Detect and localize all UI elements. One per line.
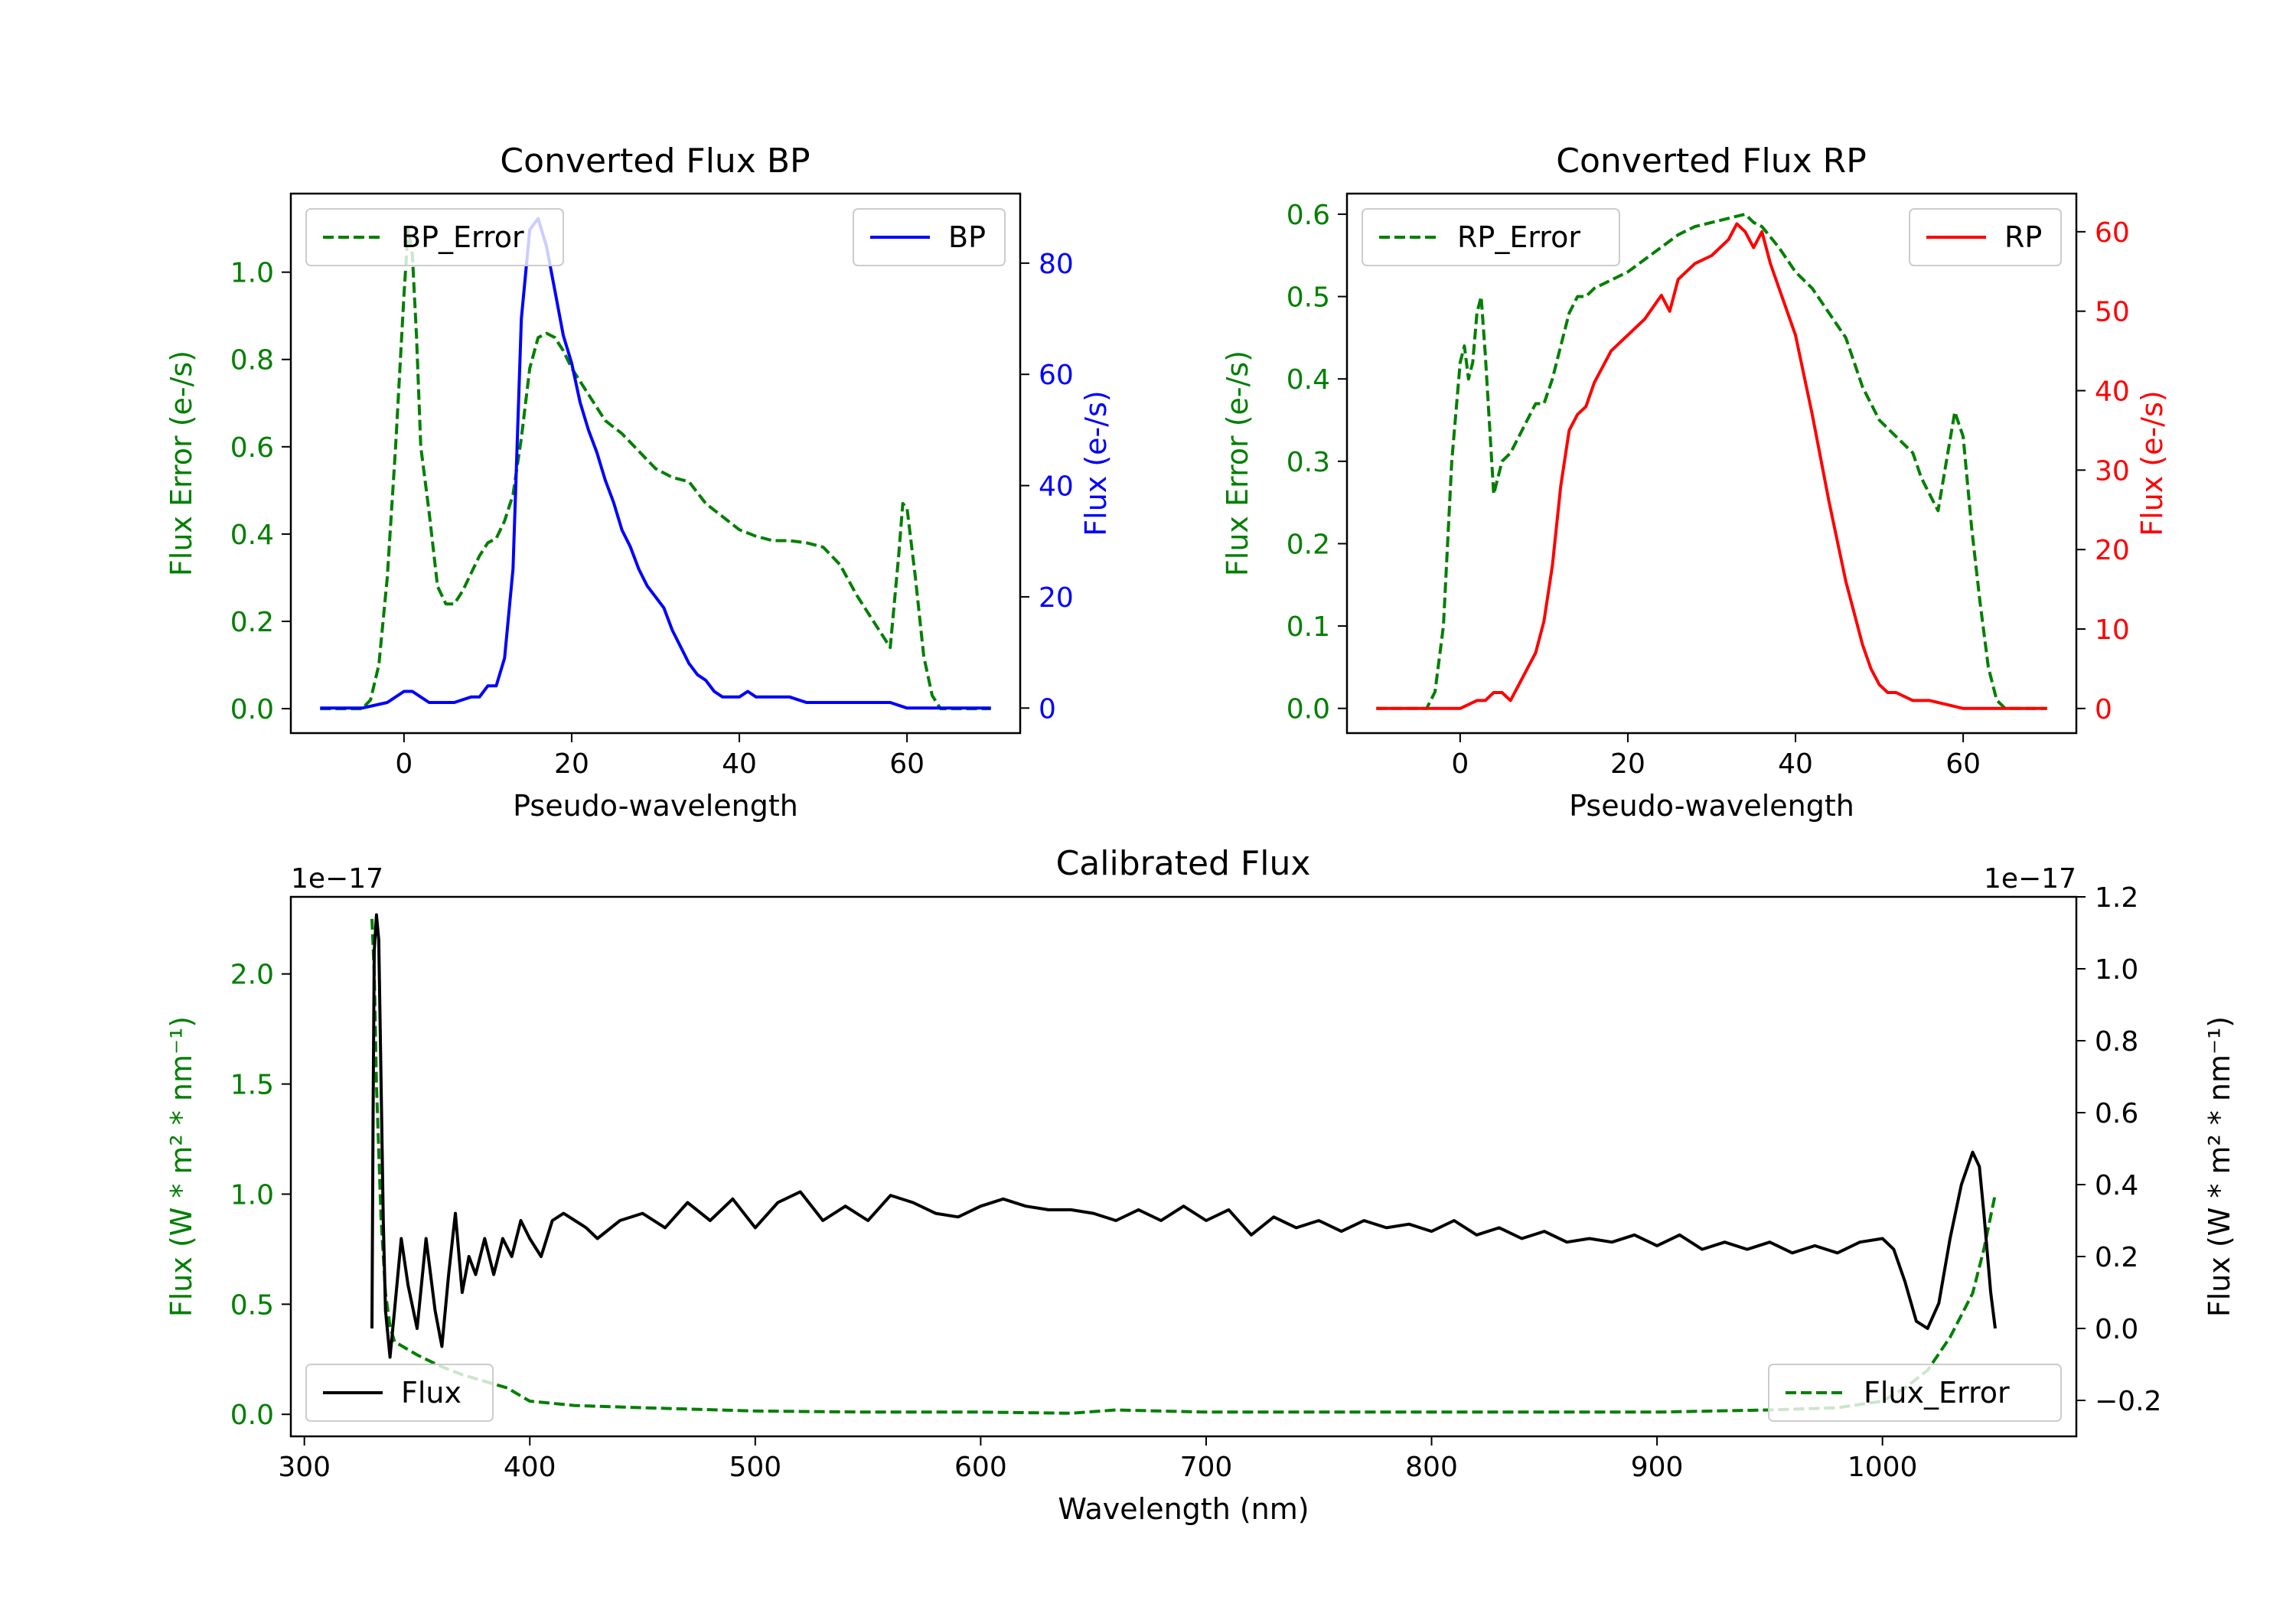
x-tick-label: 20 [1610, 748, 1645, 780]
x-tick-label: 300 [278, 1452, 331, 1483]
legend-label: RP [2004, 220, 2042, 254]
x-tick-label: 1000 [1848, 1452, 1918, 1483]
y-right-tick-label: 0 [2095, 694, 2112, 725]
y-right-tick-label: −0.2 [2095, 1386, 2161, 1417]
chart-title: Converted Flux RP [1556, 142, 1867, 181]
y-left-tick-label: 2.0 [230, 960, 274, 991]
y-left-axis-label: Flux Error (e-/s) [1221, 350, 1254, 576]
series-line-bp [320, 217, 991, 710]
y-right-tick-label: 40 [2095, 376, 2130, 407]
panel-3: Calibrated Flux 300 400 500 600 700 800 900 1000… [165, 844, 2236, 1526]
y-right-tick-label: 50 [2095, 297, 2130, 328]
chart-title: Converted Flux BP [500, 142, 810, 181]
y-right-axis-label: Flux (W * m² * nm⁻¹) [2203, 1016, 2236, 1317]
plot-frame [289, 895, 2078, 1438]
x-axis-label: Pseudo-wavelength [513, 789, 798, 823]
y-left-tick-label: 0.0 [230, 1400, 274, 1431]
y-left-axis-label: Flux (W * m² * nm⁻¹) [165, 1016, 198, 1317]
x-tick-label: 600 [954, 1452, 1007, 1483]
x-tick-label: 400 [504, 1452, 556, 1483]
legend-flux: Flux [305, 1364, 494, 1422]
y-right-tick-label: 80 [1039, 249, 1074, 280]
legend-box [305, 1364, 494, 1422]
y-right-tick-label: 0.0 [2095, 1314, 2138, 1345]
legend-box [1768, 1364, 2062, 1422]
y-right-tick-label: 1.2 [2095, 882, 2138, 914]
legend-rp: RP [1909, 208, 2062, 266]
y-right-tick-label: 20 [2095, 535, 2130, 566]
y-left-tick-label: 0.0 [230, 694, 274, 725]
y-right-tick-label: 1.0 [2095, 954, 2138, 986]
chart-title: Calibrated Flux [1056, 844, 1311, 883]
x-tick-label: 60 [889, 748, 925, 780]
y-left-tick-label: 0.2 [1287, 529, 1330, 560]
x-tick-label: 900 [1631, 1452, 1684, 1483]
series-line-flux-error [370, 918, 1997, 1415]
y-left-tick-label: 0.4 [230, 520, 274, 551]
x-tick-label: 0 [395, 748, 413, 780]
y-left-tick-label: 0.4 [1287, 364, 1330, 396]
series-line-flux [370, 913, 1997, 1359]
legend-box [305, 208, 564, 266]
plot-frame [1345, 192, 2078, 735]
x-tick-label: 800 [1405, 1452, 1458, 1483]
x-tick-label: 700 [1180, 1452, 1233, 1483]
legend-flux-error: Flux_Error [1768, 1364, 2062, 1422]
y-right-axis-label: Flux (e-/s) [2135, 390, 2169, 536]
y-right-tick-label: 20 [1039, 582, 1074, 614]
y-right-tick-label: 40 [1039, 471, 1074, 503]
legend-label: RP_Error [1457, 220, 1580, 254]
y-right-tick-label: 0.8 [2095, 1026, 2138, 1058]
legend-label: Flux [401, 1376, 461, 1410]
y-right-offset-text: 1e−17 [1984, 863, 2076, 895]
y-right-axis-label: Flux (e-/s) [1079, 390, 1113, 536]
series-line-rp-error [1376, 212, 2047, 710]
x-tick-label: 40 [722, 748, 757, 780]
legend-bp: BP [853, 208, 1006, 266]
y-left-tick-label: 0.3 [1287, 447, 1330, 478]
series-line-bp-error [320, 227, 991, 711]
panel-2: Converted Flux RP 0 20 40 60 0.0 0.1 0.2 0.3 0.4 0… [1221, 142, 2169, 823]
y-right-tick-label: 0 [1039, 693, 1056, 725]
y-left-tick-label: 0.2 [230, 607, 274, 638]
y-right-tick-label: 30 [2095, 455, 2130, 487]
y-left-tick-label: 0.0 [1287, 694, 1330, 725]
y-left-tick-label: 1.5 [230, 1070, 274, 1101]
x-tick-label: 0 [1451, 748, 1469, 780]
y-right-tick-label: 60 [2095, 217, 2130, 249]
y-left-tick-label: 0.6 [230, 432, 274, 464]
plot-frame [289, 192, 1022, 735]
panel-1: Converted Flux BP 0 20 40 60 0.0 0.2 0.4 0.6 0.8 1… [165, 142, 1113, 823]
legend-label: Flux_Error [1864, 1376, 2010, 1410]
x-tick-label: 40 [1778, 748, 1813, 780]
y-right-tick-label: 10 [2095, 614, 2130, 646]
y-left-axis-label: Flux Error (e-/s) [165, 350, 198, 576]
y-left-offset-text: 1e−17 [291, 863, 383, 895]
y-left-tick-label: 0.8 [230, 345, 274, 376]
y-left-tick-label: 0.1 [1287, 611, 1330, 643]
legend-label: BP [948, 220, 986, 254]
y-right-tick-label: 0.6 [2095, 1098, 2138, 1129]
x-axis-label: Wavelength (nm) [1058, 1492, 1309, 1526]
x-tick-label: 20 [554, 748, 589, 780]
y-left-tick-label: 0.5 [230, 1289, 274, 1321]
y-left-tick-label: 1.0 [230, 1179, 274, 1211]
y-right-tick-label: 60 [1039, 360, 1074, 391]
legend-label: BP_Error [401, 220, 524, 254]
y-right-tick-label: 0.4 [2095, 1170, 2138, 1201]
y-left-tick-label: 0.6 [1287, 200, 1330, 231]
legend-bp-error: BP_Error [305, 208, 564, 266]
legend-rp-error: RP_Error [1362, 208, 1620, 266]
x-tick-label: 60 [1945, 748, 1981, 780]
y-left-tick-label: 1.0 [230, 258, 274, 289]
series-line-rp [1376, 222, 2047, 710]
x-tick-label: 500 [729, 1452, 781, 1483]
x-axis-label: Pseudo-wavelength [1569, 789, 1854, 823]
y-left-tick-label: 0.5 [1287, 282, 1330, 314]
y-right-tick-label: 0.2 [2095, 1242, 2138, 1273]
legend-box [1362, 208, 1620, 266]
